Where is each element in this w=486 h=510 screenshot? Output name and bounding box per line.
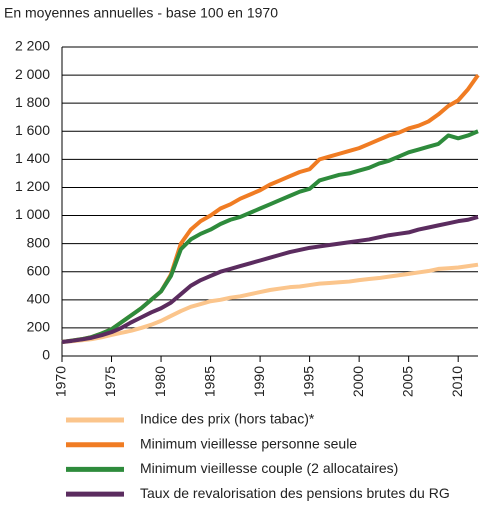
x-tick-label: 2010	[449, 366, 465, 397]
y-tick-label: 200	[27, 319, 51, 335]
series-line	[61, 129, 479, 344]
x-tick-label: 2005	[399, 366, 415, 397]
y-tick-label: 1 800	[15, 94, 50, 110]
x-tick-label: 1985	[201, 366, 217, 397]
series-line	[61, 262, 479, 344]
y-tick-label: 2 200	[15, 38, 50, 54]
y-tick-label: 1 200	[15, 178, 50, 194]
series-line	[61, 215, 479, 344]
y-tick-label: 2 000	[15, 66, 50, 82]
legend-label: Indice des prix (hors tabac)*	[140, 411, 315, 427]
series-line	[61, 73, 480, 344]
x-tick-label: 1995	[300, 366, 316, 397]
legend-label: Minimum vieillesse couple (2 allocataire…	[140, 460, 398, 476]
x-tick-label: 1990	[251, 366, 267, 397]
y-tick-label: 0	[42, 347, 50, 363]
y-tick-label: 1 000	[15, 206, 50, 222]
x-tick-label: 1980	[152, 366, 168, 397]
y-tick-label: 800	[27, 234, 51, 250]
y-tick-label: 600	[27, 262, 51, 278]
y-tick-label: 1 400	[15, 150, 50, 166]
y-tick-label: 1 600	[15, 122, 50, 138]
legend-label: Taux de revalorisation des pensions brut…	[140, 485, 450, 501]
chart-title: En moyennes annuelles - base 100 en 1970	[4, 5, 278, 21]
x-tick-label: 1970	[53, 366, 69, 397]
y-tick-label: 400	[27, 291, 51, 307]
x-tick-label: 2000	[350, 366, 366, 397]
legend-label: Minimum vieillesse personne seule	[140, 435, 357, 451]
x-tick-label: 1975	[102, 366, 118, 397]
